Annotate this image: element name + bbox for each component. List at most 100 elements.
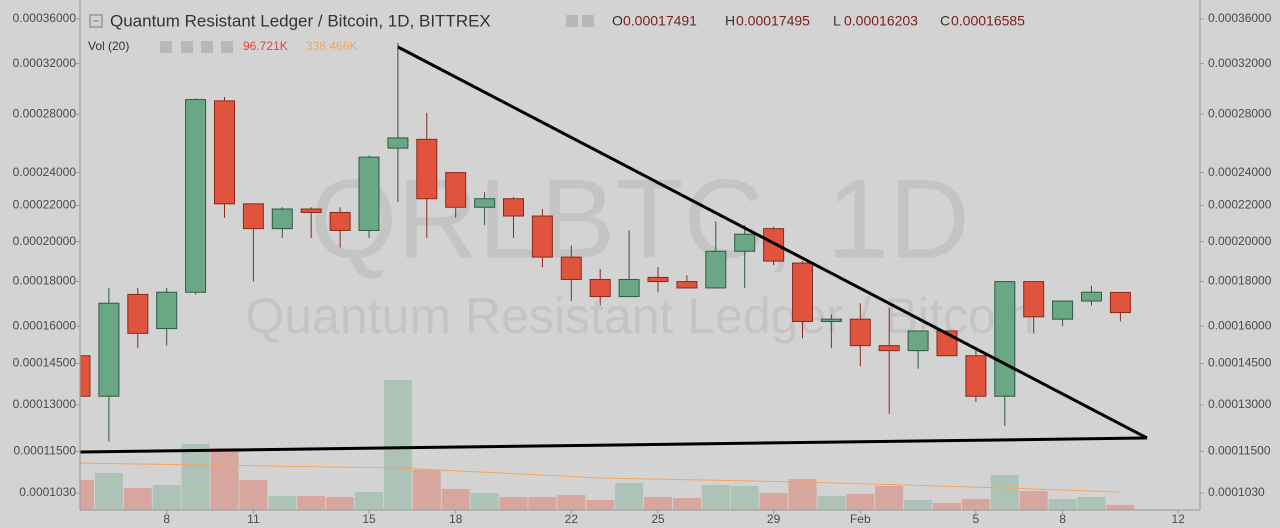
trend-line [79,436,1148,454]
candle-body [531,215,553,258]
candle-body [1109,291,1131,314]
x-tick-label: 5 [973,512,980,526]
volume-bar [499,496,528,510]
ohlc-value: 0.00016203 [844,13,918,29]
volume-bar [181,443,210,510]
y-tick-label: 0.00020000 [13,234,77,248]
y-tick-label: 0.00014500 [1208,356,1272,370]
y-tick-label: 0.0001030 [19,485,76,499]
study-icon[interactable] [160,41,172,53]
x-tick-label: 18 [449,512,463,526]
y-tick-label: 0.00028000 [1208,106,1272,120]
study-icon[interactable] [181,41,193,53]
volume-legend-name: Vol (20) [88,39,129,53]
x-tick-label: 8 [1059,512,1066,526]
candle-body [358,156,380,231]
candle-body [156,291,178,330]
watermark-description: Quantum Resistant Ledger / Bitcoin [245,288,1034,344]
volume-bar [846,493,875,510]
volume-ma-line [80,462,1121,493]
y-tick-label: 0.00024000 [13,165,77,179]
volume-bar [730,485,759,510]
settings-icon[interactable] [582,15,594,27]
ohlc-label: C [940,13,950,29]
candle-body [80,355,91,397]
volume-bar [788,478,817,510]
ohlc-label: L [833,13,841,29]
settings-icon[interactable] [566,15,578,27]
volume-bar [759,492,788,510]
y-tick-label: 0.00011500 [13,443,76,457]
study-icon[interactable] [201,41,213,53]
x-tick-label: 15 [362,512,376,526]
volume-bar [239,479,268,510]
candle-body [994,281,1016,397]
candle-body [1081,291,1102,302]
volume-bar [1106,504,1135,510]
volume-bar [268,495,297,510]
y-tick-label: 0.00036000 [1208,11,1272,25]
volume-bar [528,496,557,510]
volume-bar [961,498,990,510]
candle-body [589,278,611,298]
trend-line [397,45,1148,440]
y-tick-label: 0.00024000 [1208,165,1272,179]
volume-bar [1019,490,1048,510]
volume-bar [557,494,586,510]
volume-bar [817,495,846,510]
volume-bar [990,474,1019,510]
chart-title: Quantum Resistant Ledger / Bitcoin, 1D, … [110,11,491,30]
y-tick-label: 0.00013000 [13,397,77,411]
candle-body [763,228,785,262]
volume-layer [80,379,1135,510]
y-tick-label: 0.00014500 [13,356,77,370]
candle-body [185,99,207,293]
candle-body [676,281,698,289]
y-tick-label: 0.00018000 [13,274,77,288]
volume-bar [904,499,933,510]
ohlc-value: 0.00017491 [623,13,697,29]
volume-bar [441,488,470,510]
candle-body [445,172,467,208]
y-tick-label: 0.00036000 [13,11,77,25]
watermark-symbol: QRLBTC, 1D [310,157,970,282]
volume-bar [326,496,355,510]
x-tick-label: 12 [1172,512,1186,526]
x-tick-label: 25 [651,512,665,526]
volume-bar [470,492,499,510]
volume-bar [701,484,730,510]
y-tick-label: 0.00013000 [1208,397,1272,411]
candle-body [1052,300,1074,320]
candle-body [474,198,496,208]
volume-bar [1048,498,1077,510]
volume-last: 96.721K [243,39,288,53]
ohlc-value: 0.00017495 [736,13,810,29]
y-tick-label: 0.0001030 [1208,485,1265,499]
volume-bar [355,491,383,510]
x-tick-label: 29 [767,512,781,526]
collapse-icon[interactable] [89,14,103,28]
x-tick-label: 22 [565,512,579,526]
study-icon[interactable] [221,41,233,53]
candle-body [1023,281,1045,318]
volume-bar [875,485,904,510]
candle-body [300,208,322,213]
ohlc-label: H [725,13,735,29]
ohlc-value: 0.00016585 [951,13,1025,29]
y-tick-label: 0.00020000 [1208,234,1272,248]
volume-bar [412,469,441,510]
volume-bar [644,496,672,510]
y-tick-label: 0.00028000 [13,106,77,120]
volume-bar [1077,496,1106,510]
volume-bar [933,502,961,510]
candle-body [416,138,438,200]
y-tick-label: 0.00016000 [13,318,77,332]
volume-ma-last: 338.466K [306,39,357,53]
volume-bar [210,447,239,510]
candle-body [878,345,900,352]
volume-bar [383,379,412,510]
candle-body [503,198,524,217]
candle-body [618,278,640,298]
candle-body [560,256,582,280]
